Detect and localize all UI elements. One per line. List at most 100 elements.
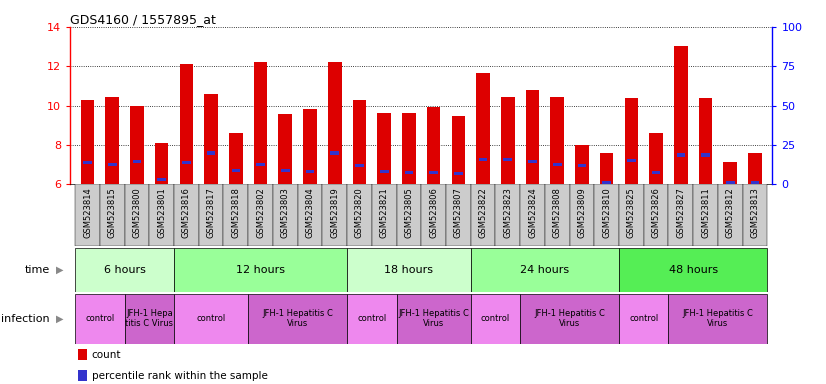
Text: GSM523812: GSM523812 [726,187,735,238]
Bar [550,97,564,184]
Text: JFH-1 Hepatitis C
Virus: JFH-1 Hepatitis C Virus [534,309,605,328]
Text: GSM523815: GSM523815 [107,187,116,238]
Bar [699,98,712,184]
Bar [693,184,718,246]
Bar [328,62,341,184]
Bar [724,162,737,184]
Text: GSM523811: GSM523811 [701,187,710,238]
Bar [347,248,471,292]
Bar [751,180,759,184]
Text: infection: infection [1,314,50,324]
Text: GSM523809: GSM523809 [577,187,586,238]
Bar [377,114,391,184]
Bar [133,160,141,164]
Text: GSM523824: GSM523824 [528,187,537,238]
Bar [372,184,396,246]
Bar [182,161,191,164]
Bar [297,184,322,246]
Bar [347,294,396,344]
Text: GSM523817: GSM523817 [206,187,216,238]
Bar [743,184,767,246]
Text: control: control [357,314,387,323]
Text: GSM523825: GSM523825 [627,187,636,238]
Text: GSM523806: GSM523806 [430,187,438,238]
Text: JFH-1 Hepa
titis C Virus: JFH-1 Hepa titis C Virus [126,309,173,328]
Text: control: control [481,314,510,323]
Bar [471,184,496,246]
Text: JFH-1 Hepatitis C
Virus: JFH-1 Hepatitis C Virus [398,309,469,328]
Bar [278,114,292,184]
Bar [158,178,166,181]
Bar [430,171,438,174]
Bar [281,169,290,172]
Bar [652,171,661,174]
Bar [174,248,347,292]
Bar [199,184,224,246]
Bar [355,164,363,167]
Bar [229,133,243,184]
Bar [748,153,762,184]
Bar [624,98,638,184]
Text: JFH-1 Hepatitis C
Virus: JFH-1 Hepatitis C Virus [262,309,333,328]
Text: 12 hours: 12 hours [236,265,285,275]
Bar [78,349,87,360]
Text: GSM523814: GSM523814 [83,187,92,238]
Bar [83,161,92,164]
Bar [520,184,545,246]
Bar [701,153,710,157]
Bar [273,184,297,246]
Bar [575,145,589,184]
Text: GSM523808: GSM523808 [553,187,562,238]
Bar [75,184,100,246]
Bar [405,171,413,174]
Bar [179,64,193,184]
Bar [627,159,636,162]
Bar [479,158,487,162]
Bar [421,184,446,246]
Text: GSM523800: GSM523800 [132,187,141,238]
Bar [427,107,440,184]
Bar [477,73,490,184]
Bar [643,184,668,246]
Bar [525,90,539,184]
Bar [600,153,614,184]
Bar [396,294,471,344]
Text: GSM523802: GSM523802 [256,187,265,238]
Text: GSM523804: GSM523804 [306,187,315,238]
Text: GSM523801: GSM523801 [157,187,166,238]
Bar [248,184,273,246]
Text: GDS4160 / 1557895_at: GDS4160 / 1557895_at [70,13,216,26]
Bar [619,184,643,246]
Bar [231,169,240,172]
Text: control: control [197,314,225,323]
Bar [330,151,339,155]
Bar [446,184,471,246]
Bar [306,170,315,173]
Text: GSM523805: GSM523805 [405,187,413,238]
Text: GSM523819: GSM523819 [330,187,339,238]
Bar [668,294,767,344]
Bar [454,172,463,175]
Bar [108,163,116,166]
Bar [545,184,570,246]
Bar [619,294,668,344]
Bar [553,163,562,166]
Text: 48 hours: 48 hours [668,265,718,275]
Text: GSM523807: GSM523807 [453,187,463,238]
Bar [75,248,174,292]
Bar [81,100,94,184]
Bar [668,184,693,246]
Bar [504,158,512,162]
Bar [452,116,465,184]
Text: ▶: ▶ [56,314,64,324]
Bar [674,46,687,184]
Bar [471,248,619,292]
Bar [595,184,619,246]
Bar [471,294,520,344]
Text: GSM523803: GSM523803 [281,187,290,238]
Bar [155,143,169,184]
Text: ▶: ▶ [56,265,64,275]
Text: control: control [629,314,658,323]
Bar [676,153,685,157]
Text: JFH-1 Hepatitis C
Virus: JFH-1 Hepatitis C Virus [682,309,753,328]
